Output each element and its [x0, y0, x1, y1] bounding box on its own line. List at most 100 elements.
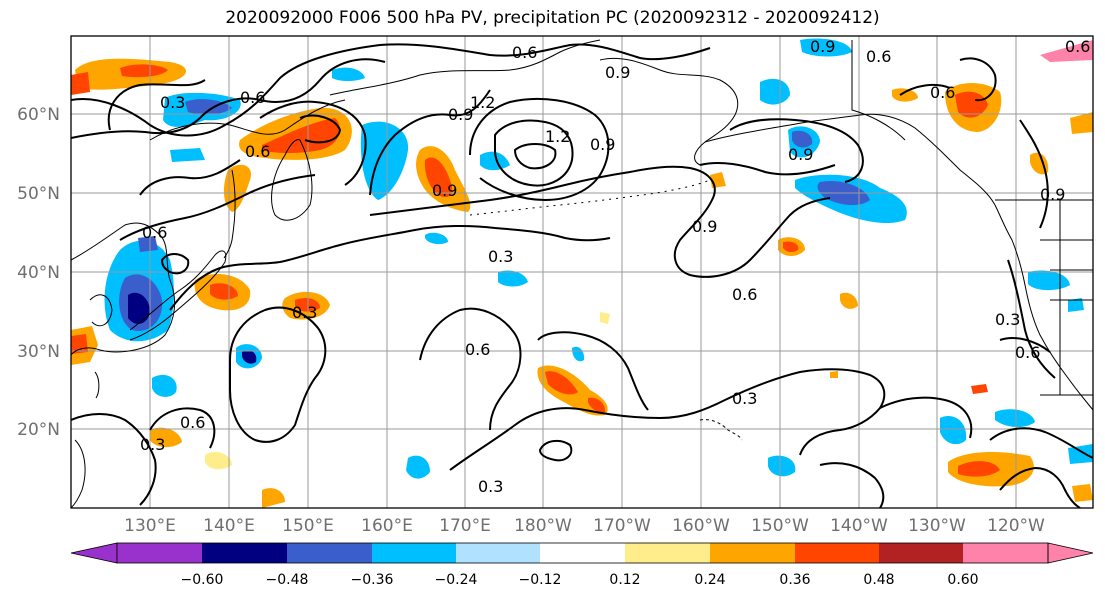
pv-contour — [879, 396, 973, 439]
coastline-japan — [129, 250, 227, 341]
longitude-labels: 130°E 140°E 150°E 160°E 170°E 180°W 170°… — [124, 516, 1045, 536]
precip-positive-area — [1070, 112, 1093, 134]
precip-positive-core — [958, 461, 1000, 477]
pv-contour — [419, 307, 522, 431]
contour-label: 0.6 — [465, 340, 490, 359]
precip-negative-area — [800, 38, 852, 57]
colorbar-tick-labels: −0.60 −0.48 −0.36 −0.24 −0.12 0.12 0.24 … — [181, 572, 979, 588]
pv-contour — [989, 427, 1093, 459]
precip-negative-area — [768, 455, 796, 477]
coastline-hawaii — [699, 419, 743, 441]
coastline-alaska-west — [599, 57, 739, 166]
contour-label: 0.6 — [930, 83, 955, 102]
lon-label: 170°E — [439, 516, 491, 536]
precip-positive-area — [150, 427, 182, 448]
contour-label: 0.9 — [810, 37, 835, 56]
precip-positive-core — [210, 283, 238, 300]
colorbar-segment — [625, 543, 710, 563]
colorbar-extend-high — [1047, 542, 1094, 564]
colorbar-extend-low — [70, 542, 118, 564]
pv-contours — [71, 43, 1093, 508]
lon-label: 150°E — [282, 516, 334, 536]
colorbar-segment — [963, 543, 1048, 563]
precip-positive-core — [262, 118, 340, 153]
contour-label: 0.9 — [605, 63, 630, 82]
contour-label: 1.2 — [470, 93, 495, 112]
colorbar-tick-label: 0.12 — [609, 572, 640, 588]
pv-contour — [537, 331, 649, 411]
colorbar-segment — [202, 543, 287, 563]
pv-contour — [71, 58, 386, 139]
lon-label: 180°W — [514, 516, 572, 536]
precip-negative-area — [406, 455, 430, 479]
coastline-sakhalin — [223, 169, 236, 259]
precip-negative-area — [480, 151, 510, 171]
contour-label: 0.9 — [692, 217, 717, 236]
contour-label: 0.6 — [1065, 37, 1090, 56]
contour-labels: 0.3 0.6 0.6 0.9 1.2 0.9 0.6 0.9 1.2 0.9 … — [140, 37, 1090, 496]
pv-contour — [369, 165, 831, 278]
contour-label: 0.9 — [1040, 185, 1065, 204]
colorbar-segment — [540, 543, 625, 563]
coastlines — [71, 39, 1093, 508]
precip-negative-core — [128, 292, 150, 324]
colorbar: −0.60 −0.48 −0.36 −0.24 −0.12 0.12 0.24 … — [70, 542, 1094, 588]
precip-positive-area — [1030, 152, 1049, 175]
contour-label: 0.3 — [488, 247, 513, 266]
colorbar-tick-label: −0.24 — [435, 572, 478, 588]
pv-contour — [139, 159, 241, 196]
precip-positive-area — [840, 292, 858, 309]
contour-label: 0.6 — [512, 43, 537, 62]
latitude-labels: 60°N 50°N 40°N 30°N 20°N — [17, 105, 60, 440]
lat-label: 60°N — [17, 105, 60, 125]
precip-negative-area — [572, 346, 585, 362]
pv-contour — [699, 162, 836, 176]
political-borders — [851, 40, 1093, 396]
precip-positive-area — [223, 164, 251, 212]
coastline-kamchatka — [271, 139, 313, 221]
pv-contour — [107, 79, 206, 131]
coastline-philippines — [71, 439, 86, 508]
precip-negative-area — [600, 312, 610, 324]
pv-contour — [729, 118, 864, 183]
contour-label: 0.6 — [142, 223, 167, 242]
pv-contour — [999, 337, 1051, 353]
precip-negative-core — [792, 130, 813, 148]
pv-contour — [538, 439, 573, 462]
lon-label: 150°W — [751, 516, 809, 536]
precip-positive-core — [545, 371, 578, 395]
precip-negative-area — [760, 78, 790, 105]
border-us-states — [1040, 200, 1093, 395]
precip-negative-area — [170, 148, 205, 162]
precip-positive-area — [262, 488, 285, 508]
coastline-aleutians — [469, 179, 711, 216]
colorbar-segment — [117, 543, 202, 563]
colorbar-tick-label: 0.24 — [694, 572, 725, 588]
precip-negative-area — [152, 374, 177, 397]
contour-label: 0.6 — [180, 413, 205, 432]
lon-label: 130°W — [908, 516, 966, 536]
pv-contour — [71, 413, 157, 506]
coastline-okhotsk — [149, 99, 346, 141]
pv-contour — [299, 114, 342, 144]
pv-contour — [1007, 259, 1056, 379]
precip-positive-area — [971, 384, 988, 394]
precip-positive-core — [120, 64, 168, 78]
precip-negative-area — [498, 270, 528, 287]
colorbar-tick-label: −0.60 — [181, 572, 224, 588]
pv-contour — [494, 119, 574, 187]
contour-label: 1.2 — [545, 127, 570, 146]
pv-contour — [469, 97, 610, 202]
lon-label: 160°E — [361, 516, 413, 536]
lat-label: 50°N — [17, 184, 60, 204]
contour-label: 0.9 — [788, 145, 813, 164]
pv-contour — [369, 89, 491, 196]
lon-label: 130°E — [124, 516, 176, 536]
precip-negative-area — [995, 409, 1035, 428]
colorbar-segment — [795, 543, 879, 563]
lon-label: 140°E — [203, 516, 255, 536]
border-alaska-canada — [851, 40, 906, 141]
contour-label: 0.9 — [448, 105, 473, 124]
